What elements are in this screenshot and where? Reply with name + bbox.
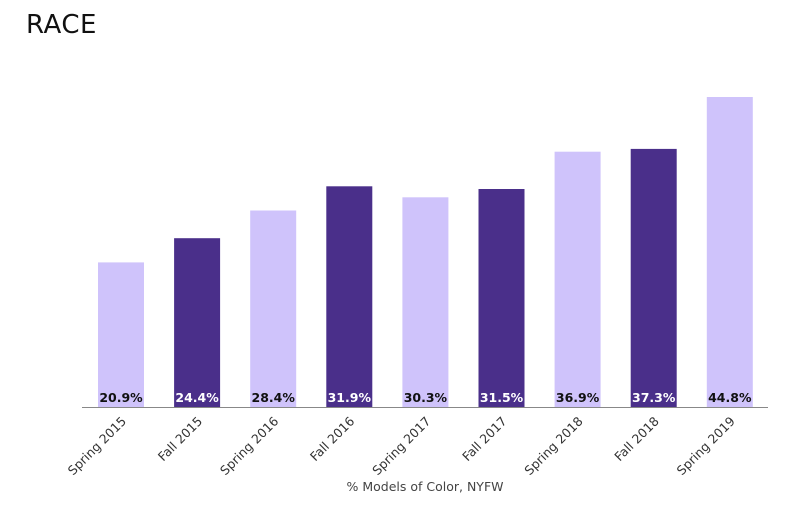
value-label: 31.9% — [328, 390, 372, 405]
value-label: 28.4% — [252, 390, 296, 405]
x-tick-labels-group: Spring 2015 Fall 2015 Spring 2016 Fall 2016… — [65, 413, 738, 477]
x-tick-label: Fall 2016 — [307, 413, 358, 464]
bar-fall-2016 — [326, 186, 373, 407]
x-tick-label: Spring 2019 — [673, 413, 737, 477]
value-label: 44.8% — [708, 390, 752, 405]
bar-fall-2015 — [174, 238, 221, 407]
x-tick-label: Spring 2017 — [369, 414, 433, 478]
x-axis-title: % Models of Color, NYFW — [346, 479, 503, 494]
bar-fall-2018 — [630, 148, 677, 407]
value-label: 31.5% — [480, 390, 524, 405]
x-tick-label: Spring 2016 — [217, 413, 281, 477]
bar-spring-2019 — [706, 97, 753, 407]
bar-spring-2017 — [402, 197, 449, 407]
bar-spring-2018 — [554, 151, 601, 407]
x-tick-label: Fall 2017 — [459, 414, 510, 465]
value-label: 30.3% — [404, 390, 448, 405]
bar-fall-2017 — [478, 189, 525, 407]
x-tick-label: Fall 2018 — [611, 413, 662, 464]
bar-spring-2015 — [98, 262, 144, 407]
x-tick-label: Spring 2018 — [521, 413, 585, 477]
x-tick-label: Spring 2015 — [65, 414, 129, 478]
value-labels-group: 20.9% 24.4% 28.4% 31.9% 30.3% 31.5% 36.9% 37.3%… — [99, 390, 752, 405]
value-label: 20.9% — [99, 390, 143, 405]
chart-title: RACE — [26, 10, 97, 40]
value-label: 24.4% — [175, 390, 219, 405]
bar-spring-2016 — [250, 210, 297, 407]
x-tick-label: Fall 2015 — [155, 414, 206, 465]
value-label: 37.3% — [632, 390, 676, 405]
value-label: 36.9% — [556, 390, 600, 405]
bars-group — [98, 97, 753, 407]
